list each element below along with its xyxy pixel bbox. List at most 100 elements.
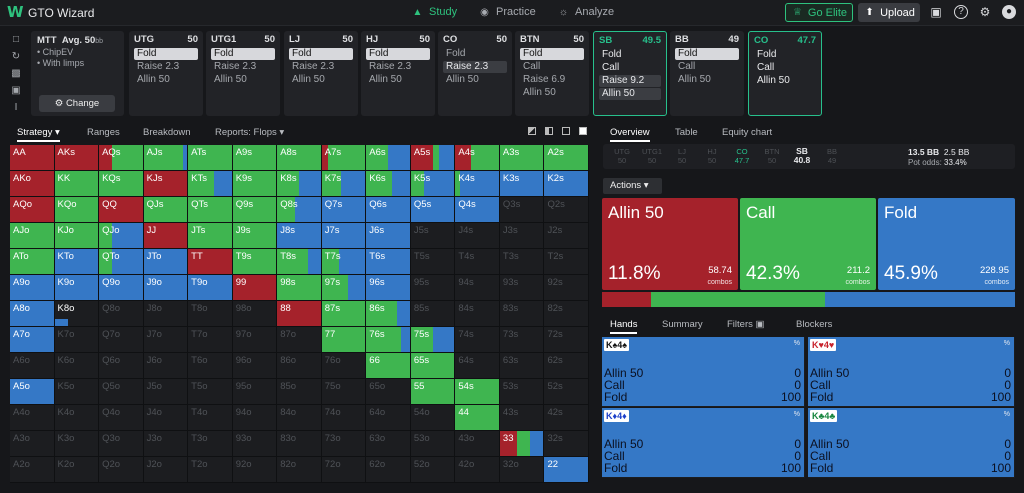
position-card-hj[interactable]: HJ 50 Fold Raise 2.3 Allin 50 [361, 31, 435, 116]
hand-cell[interactable]: T8s [277, 249, 322, 275]
hand-cell[interactable]: T3s [499, 249, 545, 275]
position-option[interactable]: Fold [366, 48, 430, 60]
hand-cell[interactable]: J9s [232, 223, 278, 249]
hand-cell[interactable]: J8o [143, 301, 189, 327]
hand-cell[interactable]: AKs [54, 145, 100, 171]
tab-ranges[interactable]: Ranges [87, 127, 120, 138]
hand-cell[interactable]: A7s [321, 145, 367, 171]
hand-cell[interactable]: 82o [277, 457, 322, 483]
hand-cell[interactable]: A4s [455, 145, 500, 171]
hand-cell[interactable]: 72s [544, 327, 589, 353]
position-option[interactable]: Allin 50 [678, 74, 711, 85]
seat-lj[interactable]: LJ 50 [669, 147, 695, 165]
view-empty-icon[interactable] [562, 127, 570, 135]
position-option[interactable]: Fold [602, 49, 622, 60]
hand-card[interactable]: K♠4♠% Allin 50 0 Call 0 Fold 100 [602, 337, 805, 407]
hand-cell[interactable]: 96s [366, 275, 411, 301]
position-option[interactable]: Raise 2.3 [292, 61, 335, 72]
hand-cell[interactable]: J3s [499, 223, 545, 249]
hand-cell[interactable]: K9o [54, 275, 100, 301]
action-box-fold[interactable]: Fold 45.9% 228.95 combos [878, 198, 1015, 290]
hand-cell[interactable]: Q6o [99, 353, 144, 379]
seat-utg1[interactable]: UTG1 50 [639, 147, 665, 165]
seat-utg[interactable]: UTG 50 [609, 147, 635, 165]
hand-cell[interactable]: 75o [321, 379, 367, 405]
hand-cell[interactable]: T4o [188, 405, 233, 431]
hand-cell[interactable]: T8o [188, 301, 233, 327]
hand-cell[interactable]: 86o [277, 353, 322, 379]
hand-cell[interactable]: Q9s [232, 197, 278, 223]
trash-icon[interactable]: □ [12, 34, 20, 45]
position-card-bb[interactable]: BB 49 Fold Call Allin 50 [670, 31, 744, 116]
hand-cell[interactable]: T7o [188, 327, 233, 353]
hand-cell[interactable]: A9o [10, 275, 55, 301]
hand-cell[interactable]: 43o [455, 431, 500, 457]
hand-cell[interactable]: K7o [54, 327, 100, 353]
tab-breakdown[interactable]: Breakdown [143, 127, 191, 138]
nav-tab-practice[interactable]: ◉ Practice [478, 6, 536, 18]
position-option[interactable]: Fold [211, 48, 275, 60]
change-button[interactable]: ⚙ Change [39, 95, 115, 112]
hand-cell[interactable]: 64s [455, 353, 500, 379]
hand-cell[interactable]: A6s [366, 145, 411, 171]
hand-cell[interactable]: AQo [10, 197, 55, 223]
seat-sb[interactable]: SB 40.8 [789, 147, 815, 165]
hand-cell[interactable]: J7s [321, 223, 367, 249]
hand-cell[interactable]: AQs [99, 145, 144, 171]
hand-cell[interactable]: 65s [410, 353, 456, 379]
hand-cell[interactable]: 85o [277, 379, 322, 405]
user-avatar-icon[interactable]: ● [1002, 5, 1016, 19]
hand-cell[interactable]: QJs [143, 197, 189, 223]
tab-table[interactable]: Table [675, 127, 698, 138]
hand-cell[interactable]: A2o [10, 457, 55, 483]
position-card-utg1[interactable]: UTG1 50 Fold Raise 2.3 Allin 50 [206, 31, 280, 116]
position-option[interactable]: Raise 6.9 [523, 74, 566, 85]
hand-cell[interactable]: 62s [544, 353, 589, 379]
hand-cell[interactable]: 97o [232, 327, 278, 353]
hand-cell[interactable]: QJo [99, 223, 144, 249]
position-card-co[interactable]: CO 47.7 Fold Call Allin 50 [748, 31, 822, 116]
hand-cell[interactable]: A5s [410, 145, 456, 171]
hand-cell[interactable]: T4s [455, 249, 500, 275]
hand-cell[interactable]: Q6s [366, 197, 411, 223]
position-option[interactable]: Raise 2.3 [137, 61, 180, 72]
hand-cell[interactable]: 44 [455, 405, 500, 431]
position-option[interactable]: Raise 2.3 [443, 61, 507, 73]
hand-cell[interactable]: TT [188, 249, 233, 275]
position-option[interactable]: Call [602, 62, 620, 73]
position-option[interactable]: Allin 50 [137, 74, 170, 85]
hand-cell[interactable]: K2s [544, 171, 589, 197]
hand-cell[interactable]: 84o [277, 405, 322, 431]
hand-cell[interactable]: 53s [499, 379, 545, 405]
position-option[interactable]: Fold [134, 48, 198, 60]
hand-cell[interactable]: JTs [188, 223, 233, 249]
hand-cell[interactable]: KJo [54, 223, 100, 249]
hand-cell[interactable]: T6o [188, 353, 233, 379]
hand-cell[interactable]: J8s [277, 223, 322, 249]
hand-cell[interactable]: 32o [499, 457, 545, 483]
tab-reports[interactable]: Reports: Flops ▾ [215, 127, 285, 138]
position-option[interactable]: Allin 50 [214, 74, 247, 85]
position-option[interactable]: Call [523, 61, 541, 72]
position-card-co[interactable]: CO 50 Fold Raise 2.3 Allin 50 [438, 31, 512, 116]
hand-cell[interactable]: Q5o [99, 379, 144, 405]
hand-cell[interactable]: Q4s [455, 197, 500, 223]
position-card-btn[interactable]: BTN 50 Fold Call Raise 6.9 Allin 50 [515, 31, 589, 116]
tab-equity-chart[interactable]: Equity chart [722, 127, 773, 138]
view-half-icon[interactable] [545, 127, 553, 135]
hand-card[interactable]: K♣4♣% Allin 50 0 Call 0 Fold 100 [808, 408, 1015, 478]
hand-cell[interactable]: 52o [410, 457, 456, 483]
hand-cell[interactable]: K2o [54, 457, 100, 483]
hand-cell[interactable]: T2o [188, 457, 233, 483]
hand-cell[interactable]: K6s [366, 171, 411, 197]
hand-cell[interactable]: J4s [455, 223, 500, 249]
hand-cell[interactable]: 84s [455, 301, 500, 327]
position-option[interactable]: Fold [289, 48, 353, 60]
go-elite-button[interactable]: ♕ Go Elite [785, 3, 853, 22]
hand-cell[interactable]: Q2s [544, 197, 589, 223]
hand-cell[interactable]: 54o [410, 405, 456, 431]
seat-co[interactable]: CO 47.7 [729, 147, 755, 165]
hand-cell[interactable]: QTs [188, 197, 233, 223]
hand-cell[interactable]: Q2o [99, 457, 144, 483]
hand-cell[interactable]: 74s [455, 327, 500, 353]
